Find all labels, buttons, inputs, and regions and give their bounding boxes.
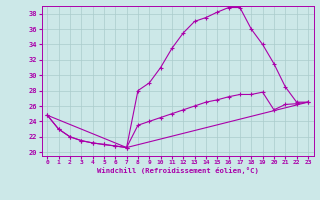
X-axis label: Windchill (Refroidissement éolien,°C): Windchill (Refroidissement éolien,°C) [97, 167, 259, 174]
